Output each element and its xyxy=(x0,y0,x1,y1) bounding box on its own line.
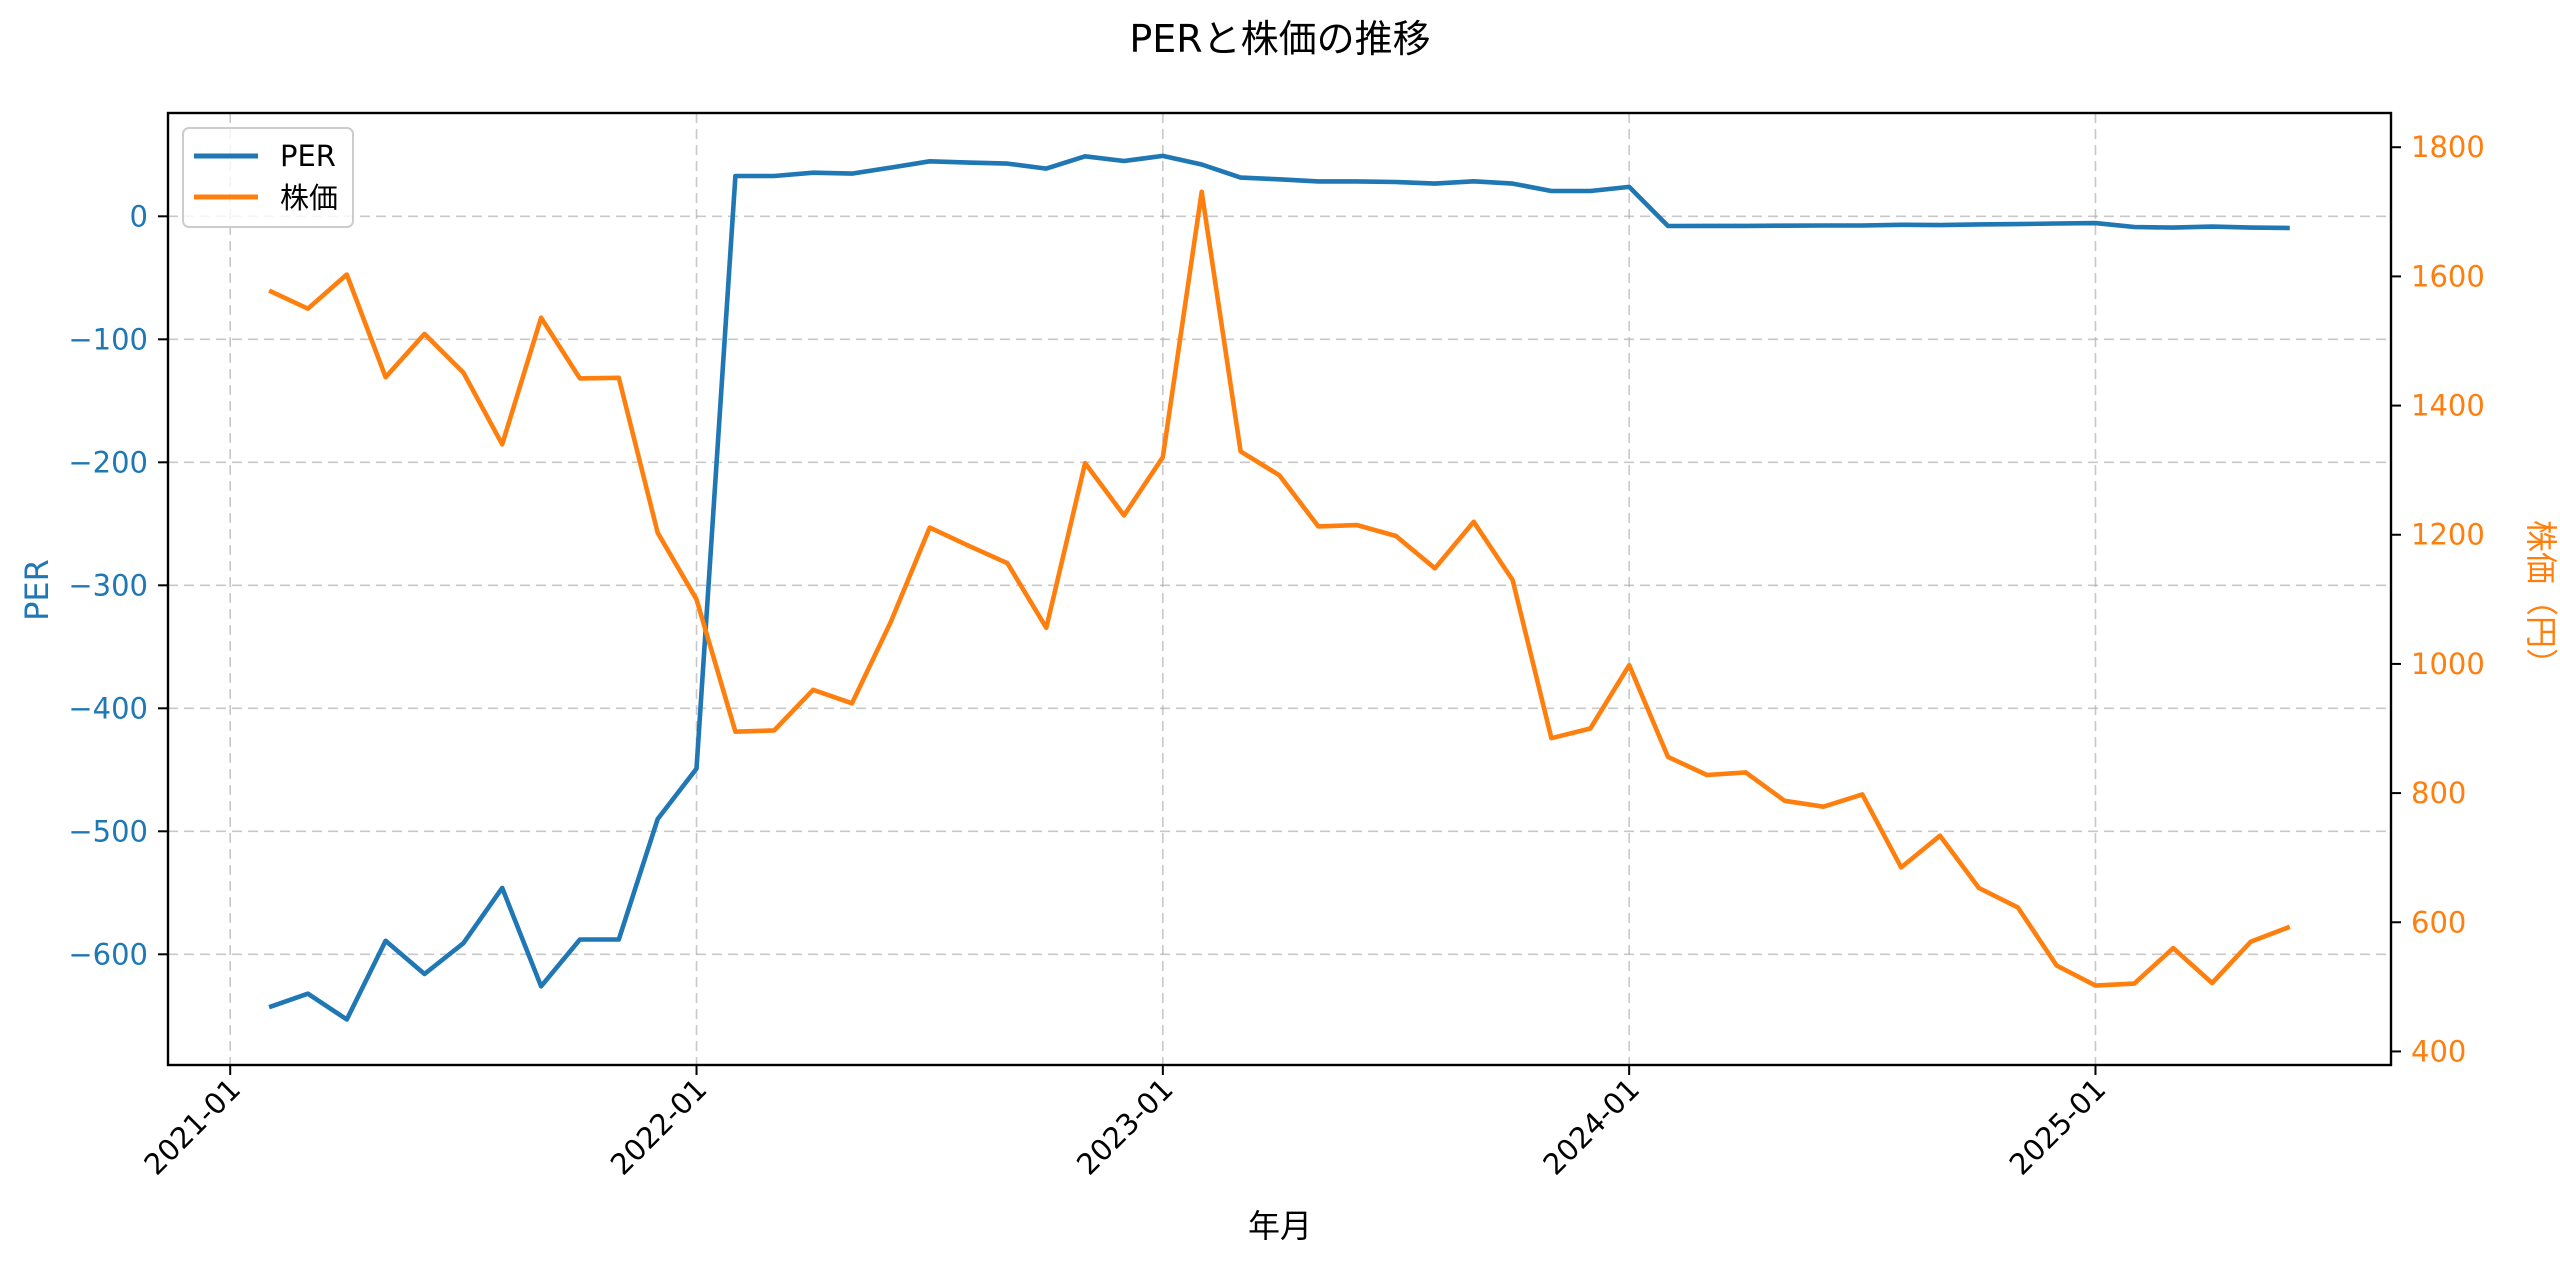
left-axis-ticks: 0 −100 −200 −300 −400 −500 −600 xyxy=(68,199,168,971)
left-tick-label: −300 xyxy=(68,568,148,602)
x-axis-label: 年月 xyxy=(1248,1207,1312,1245)
legend: PER 株価 xyxy=(182,127,354,228)
y-axis-label-right: 株価（円） xyxy=(2522,520,2560,680)
left-tick-label: −400 xyxy=(68,691,148,725)
legend-label-per: PER xyxy=(280,139,336,173)
right-axis-ticks: 1800 1600 1400 1200 1000 800 600 400 xyxy=(2391,130,2485,1068)
left-tick-label: −500 xyxy=(68,814,148,848)
series-line-price xyxy=(268,189,2291,988)
series-layer xyxy=(268,153,2291,1022)
grid-lines xyxy=(168,113,2391,1065)
left-tick-label: −100 xyxy=(68,322,148,356)
right-tick-label: 1200 xyxy=(2411,518,2485,552)
x-tick-label: 2025-01 xyxy=(2003,1072,2113,1182)
right-tick-label: 1800 xyxy=(2411,130,2485,164)
right-tick-label: 800 xyxy=(2411,776,2466,810)
right-tick-label: 1600 xyxy=(2411,259,2485,293)
plot-frame xyxy=(166,111,2393,1067)
legend-box xyxy=(182,127,354,228)
right-tick-label: 600 xyxy=(2411,905,2466,939)
x-tick-label: 2022-01 xyxy=(604,1072,714,1182)
left-tick-label: −200 xyxy=(68,445,148,479)
x-axis-ticks: 2021-01 2022-01 2023-01 2024-01 2025-01 xyxy=(137,1065,2112,1182)
series-line-per xyxy=(268,153,2290,1022)
x-tick-label: 2021-01 xyxy=(137,1072,247,1182)
right-tick-label: 1400 xyxy=(2411,389,2485,423)
x-tick-label: 2023-01 xyxy=(1070,1072,1180,1182)
right-tick-label: 1000 xyxy=(2411,647,2485,681)
y-axis-label-left: PER xyxy=(18,559,56,621)
right-tick-label: 400 xyxy=(2411,1034,2466,1068)
left-tick-label: −600 xyxy=(68,937,148,971)
left-tick-label: 0 xyxy=(130,199,148,233)
legend-label-price: 株価 xyxy=(280,181,338,215)
chart-title: PERと株価の推移 xyxy=(1129,17,1430,61)
x-tick-label: 2024-01 xyxy=(1536,1072,1646,1182)
